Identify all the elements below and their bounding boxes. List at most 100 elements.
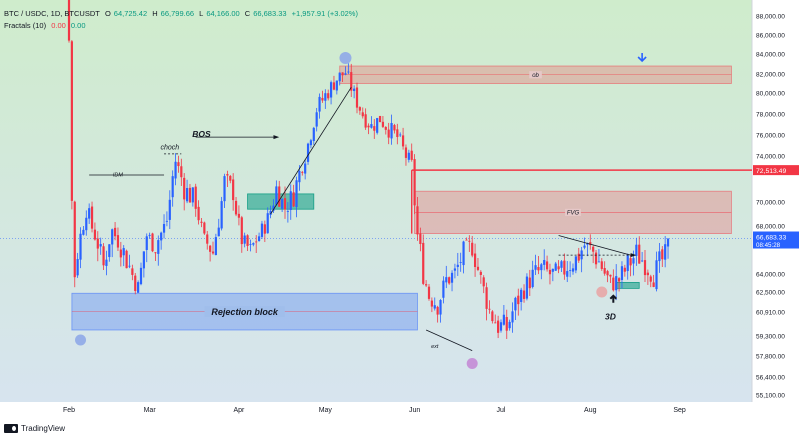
candle <box>73 201 76 278</box>
zone-label: ob <box>532 73 539 79</box>
countdown-text: 08:45:28 <box>756 242 781 249</box>
candle <box>390 123 393 139</box>
time-tick-label: Jun <box>409 407 420 414</box>
candle <box>174 161 177 179</box>
candle <box>511 311 514 323</box>
candle <box>301 171 304 173</box>
high-label: H <box>152 9 158 18</box>
open-value: 64,725.42 <box>113 9 148 18</box>
candle <box>157 240 160 254</box>
price-tick-label: 57,800.00 <box>756 354 785 361</box>
candle <box>494 322 497 324</box>
indicator-value-1: 0.00 <box>51 21 66 30</box>
candle <box>272 205 275 211</box>
symbol-name[interactable]: BTC / USDC, 1D, BTCUSDT <box>4 9 100 18</box>
candle <box>232 179 235 201</box>
price-tick-label: 80,000.00 <box>756 91 785 98</box>
indicator-value-2: 0.00 <box>70 21 86 30</box>
candle <box>479 271 482 275</box>
candle <box>401 135 405 147</box>
price-badge-current <box>753 231 799 249</box>
price-tick-label: 55,100.00 <box>756 393 785 400</box>
candle <box>327 93 330 99</box>
zone-label-bg <box>204 306 285 318</box>
candle <box>211 251 215 254</box>
candle <box>433 305 436 309</box>
brand-footer[interactable]: TradingView <box>4 424 65 433</box>
zone-green <box>247 193 315 210</box>
candle <box>491 311 494 322</box>
candle <box>304 163 307 174</box>
candle <box>664 244 667 260</box>
price-tick-label: 76,000.00 <box>756 133 785 140</box>
indicator-name[interactable]: Fractals (10) <box>4 21 47 30</box>
candle <box>442 280 445 298</box>
candle <box>82 229 85 235</box>
candle <box>134 275 137 292</box>
candle <box>341 72 344 76</box>
candle <box>249 244 252 245</box>
candle <box>370 124 373 128</box>
candle <box>554 263 557 271</box>
candle <box>88 208 91 219</box>
time-tick-label: May <box>319 407 333 414</box>
candle <box>85 217 88 231</box>
candle <box>471 242 474 256</box>
candle <box>102 246 105 266</box>
candle <box>298 170 301 183</box>
candle <box>606 271 609 276</box>
zone-label-bg <box>529 71 542 79</box>
time-tick-label: Feb <box>63 407 75 414</box>
candle <box>381 121 385 127</box>
candle <box>473 253 477 268</box>
candle <box>580 250 583 260</box>
candle <box>396 129 399 138</box>
candle <box>168 199 171 220</box>
open-label: O <box>104 9 111 18</box>
candle <box>520 289 523 302</box>
candle <box>148 234 151 236</box>
candle <box>200 221 203 223</box>
candle <box>266 213 269 234</box>
candle <box>306 143 310 162</box>
candle <box>234 200 238 215</box>
candle <box>79 233 82 260</box>
candle <box>318 96 321 112</box>
candle <box>338 72 341 82</box>
candle <box>93 229 97 240</box>
candle <box>626 255 629 272</box>
candle <box>543 260 546 265</box>
price-tick-label: 88,000.00 <box>756 14 785 21</box>
marker-circle-top <box>339 52 352 64</box>
indicator-legend[interactable]: Fractals (10) 0.00 0.00 <box>4 21 89 30</box>
candle <box>410 150 413 160</box>
candle <box>324 93 327 101</box>
price-tick-label: 74,000.00 <box>756 154 785 161</box>
candle <box>462 241 465 266</box>
candle <box>569 270 572 271</box>
candle <box>177 162 180 167</box>
marker-circle-feb <box>75 334 87 346</box>
time-axis-background <box>0 402 800 440</box>
candle <box>226 174 229 176</box>
candle <box>70 41 73 201</box>
candle <box>151 233 154 252</box>
candle <box>137 282 140 293</box>
range-arrowhead <box>630 253 637 258</box>
candle <box>528 277 531 289</box>
candle <box>332 82 336 90</box>
candle <box>456 264 459 267</box>
candle <box>131 268 134 275</box>
candle <box>67 0 71 41</box>
candle <box>105 259 108 266</box>
candle <box>335 80 338 91</box>
candle <box>609 274 612 277</box>
time-tick-label: Sep <box>673 407 686 414</box>
candle <box>162 224 166 233</box>
zone-green <box>615 281 640 289</box>
candle <box>347 71 350 73</box>
candle <box>646 272 649 276</box>
marker-circle-low <box>466 358 478 369</box>
